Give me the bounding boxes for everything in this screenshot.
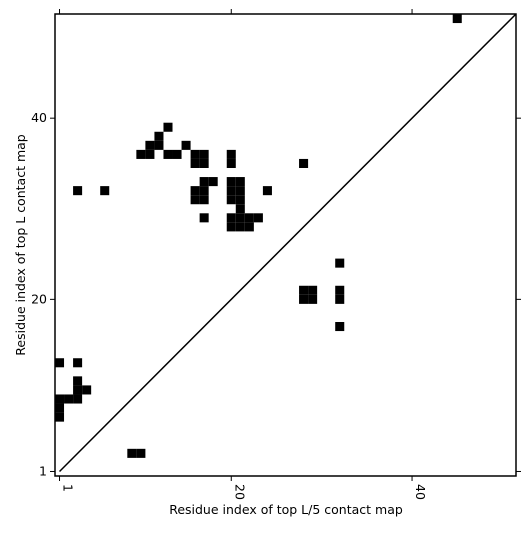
x-tick-label: 40 bbox=[413, 484, 428, 500]
contact-cell bbox=[299, 294, 309, 304]
y-axis-label: Residue index of top L contact map bbox=[13, 134, 28, 355]
contact-cell bbox=[199, 149, 209, 159]
contact-cell bbox=[55, 358, 65, 368]
contact-cell bbox=[100, 186, 110, 196]
contact-cell bbox=[136, 448, 146, 458]
contact-cell bbox=[163, 149, 173, 159]
contact-cell bbox=[199, 195, 209, 205]
contact-cell bbox=[244, 222, 254, 232]
contact-cell bbox=[226, 177, 236, 187]
contact-cell bbox=[253, 213, 263, 223]
contact-cell bbox=[262, 186, 272, 196]
contact-cell bbox=[335, 258, 345, 268]
contact-cell bbox=[226, 158, 236, 168]
contact-cell bbox=[335, 322, 345, 332]
contact-cell bbox=[73, 376, 83, 386]
contact-cell bbox=[235, 222, 245, 232]
contact-cell bbox=[163, 122, 173, 132]
contact-cell bbox=[208, 177, 218, 187]
contact-cell bbox=[145, 140, 155, 150]
contact-cell bbox=[226, 195, 236, 205]
contact-cell bbox=[145, 149, 155, 159]
contact-cell bbox=[199, 213, 209, 223]
contact-cell bbox=[55, 403, 65, 413]
contact-cell bbox=[226, 149, 236, 159]
contact-cell bbox=[82, 385, 92, 395]
x-tick-label: 20 bbox=[232, 484, 247, 500]
contact-cell bbox=[244, 213, 254, 223]
contact-cell bbox=[299, 285, 309, 295]
contact-cell bbox=[235, 177, 245, 187]
y-tick-label: 40 bbox=[31, 110, 47, 125]
contact-cell bbox=[452, 14, 462, 24]
x-axis-label: Residue index of top L/5 contact map bbox=[169, 502, 403, 517]
contact-cell bbox=[190, 195, 200, 205]
plot-frame bbox=[54, 13, 517, 477]
contact-cell bbox=[335, 294, 345, 304]
contact-cell bbox=[235, 213, 245, 223]
contact-cell bbox=[154, 140, 164, 150]
contact-cell bbox=[55, 394, 65, 404]
contact-cell bbox=[299, 158, 309, 168]
y-tick-label: 1 bbox=[39, 463, 47, 478]
contact-cell bbox=[181, 140, 191, 150]
contact-cell bbox=[199, 158, 209, 168]
contact-cell bbox=[226, 213, 236, 223]
contact-cell bbox=[190, 158, 200, 168]
contact-cell bbox=[308, 294, 318, 304]
contact-cell bbox=[73, 358, 83, 368]
contact-cell bbox=[235, 195, 245, 205]
contact-cell bbox=[226, 186, 236, 196]
contact-cell bbox=[127, 448, 137, 458]
x-tick-label: 1 bbox=[61, 484, 76, 492]
contact-cell bbox=[308, 285, 318, 295]
contact-cell bbox=[64, 394, 74, 404]
contact-cell bbox=[136, 149, 146, 159]
contact-cell bbox=[190, 186, 200, 196]
contact-cell bbox=[73, 385, 83, 395]
contact-cell bbox=[235, 204, 245, 214]
contact-cell bbox=[199, 177, 209, 187]
contact-cell bbox=[73, 394, 83, 404]
contact-cell bbox=[172, 149, 182, 159]
diagonal bbox=[58, 13, 517, 473]
contact-cell bbox=[335, 285, 345, 295]
y-tick-label: 20 bbox=[31, 291, 47, 306]
contact-cell bbox=[226, 222, 236, 232]
contact-cell bbox=[235, 186, 245, 196]
contact-cell bbox=[73, 186, 83, 196]
contact-cell bbox=[154, 131, 164, 141]
contact-cell bbox=[199, 186, 209, 196]
contact-cell bbox=[190, 149, 200, 159]
contact-cell bbox=[55, 412, 65, 422]
